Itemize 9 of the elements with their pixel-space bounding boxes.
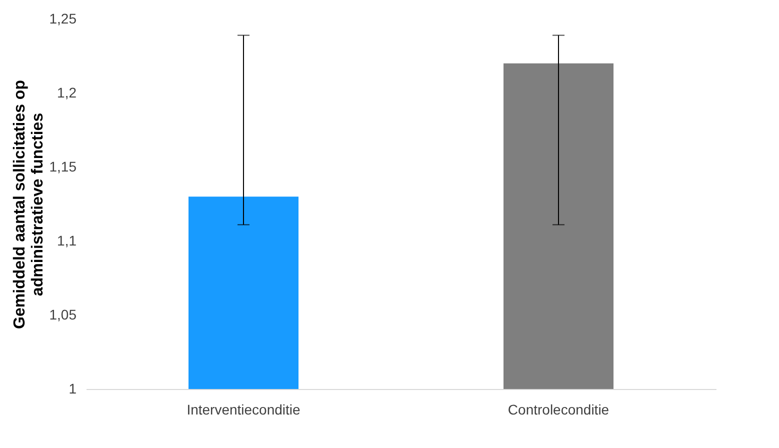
y-tick-label: 1,15 bbox=[49, 158, 77, 174]
y-tick-label: 1,25 bbox=[49, 10, 77, 26]
y-axis-title: Gemiddeld aantal sollicitaties op administratieve functies bbox=[11, 80, 46, 329]
y-tick-label: 1 bbox=[68, 380, 77, 396]
x-tick-label: Controleconditie bbox=[508, 402, 610, 418]
y-tick-label: 1,05 bbox=[49, 306, 77, 322]
y-tick-label: 1,2 bbox=[57, 84, 77, 100]
y-tick-label: 1,1 bbox=[57, 232, 77, 248]
x-tick-label: Interventieconditie bbox=[186, 402, 301, 418]
